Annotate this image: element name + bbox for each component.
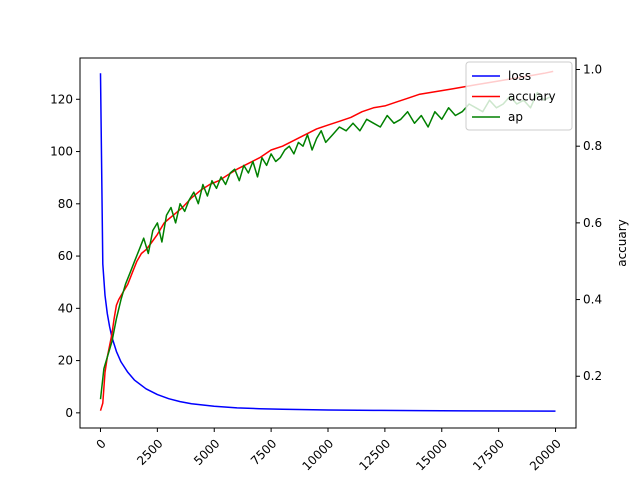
left-y-tick-label: 80: [58, 197, 73, 211]
left-y-tick-label: 60: [58, 249, 73, 263]
series-line-loss: [99, 73, 556, 412]
legend-box: [465, 61, 573, 131]
right-y-tick-label: 0.2: [583, 369, 602, 383]
right-y-axis: 0.2 0.4 0.6 0.8 1.0: [576, 63, 602, 383]
left-y-tick-label: 40: [58, 301, 73, 315]
left-y-tick-label: 100: [50, 145, 73, 159]
right-y-tick-label: 1.0: [583, 63, 602, 77]
right-y-tick-label: 0.4: [583, 293, 602, 307]
left-y-tick-label: 120: [50, 92, 73, 106]
right-y-tick-label: 0.8: [583, 139, 602, 153]
left-y-axis: 0 20 40 60 80 100 120: [50, 92, 80, 420]
right-y-tick-label: 0.6: [583, 216, 602, 230]
left-y-tick-label: 0: [65, 406, 73, 420]
series-line-ap: [99, 91, 552, 400]
legend-label-ap: ap: [508, 110, 523, 124]
legend-label-accuary: accuary: [508, 90, 556, 104]
right-y-axis-label: accuary: [615, 219, 629, 267]
plot-area: [99, 70, 556, 412]
left-y-tick-label: 20: [58, 354, 73, 368]
legend-label-loss: loss: [508, 69, 531, 83]
legend: loss accuary ap: [465, 61, 573, 131]
